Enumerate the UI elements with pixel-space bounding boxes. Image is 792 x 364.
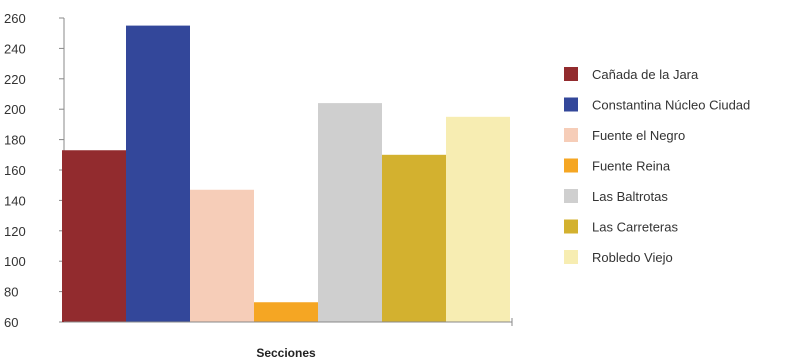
legend-label: Constantina Núcleo Ciudad [592,98,750,113]
bar [190,189,254,322]
legend-label: Fuente el Negro [592,128,685,143]
bar [62,150,126,322]
legend-label: Fuente Reina [592,159,671,174]
legend-swatch [564,219,578,234]
x-axis-label: Secciones [256,346,316,360]
legend-swatch [564,128,578,142]
legend-label: Las Carreteras [592,220,678,235]
bar [254,302,318,322]
legend-swatch [564,189,578,203]
legend-swatch [564,158,578,173]
legend-label: Las Baltrotas [592,189,668,204]
bar [382,154,446,322]
legend-swatch [564,250,578,264]
bar [318,103,382,323]
bar [126,25,190,322]
y-tick-label: 140 [4,193,26,208]
legend-swatch [564,97,578,112]
x-axis [64,318,513,326]
y-tick-label: 180 [4,133,26,148]
legend-label: Cañada de la Jara [592,67,699,82]
y-tick-label: 220 [4,72,26,87]
y-axis: 60 80 100 120 140 160 180 200 220 240 260 [4,11,65,330]
y-tick-label: 260 [4,11,26,26]
y-tick-label: 80 [4,285,18,300]
y-tick-label: 240 [4,41,26,56]
legend-label: Robledo Viejo [592,250,673,265]
legend: Cañada de la Jara Constantina Núcleo Ciud… [564,67,750,265]
bar [446,116,510,322]
bars [62,25,510,323]
y-tick-label: 100 [4,254,26,269]
legend-swatch [564,67,578,81]
y-tick-label: 200 [4,102,26,117]
y-tick-label: 60 [4,315,18,330]
y-tick-label: 120 [4,224,26,239]
y-tick-label: 160 [4,163,26,178]
